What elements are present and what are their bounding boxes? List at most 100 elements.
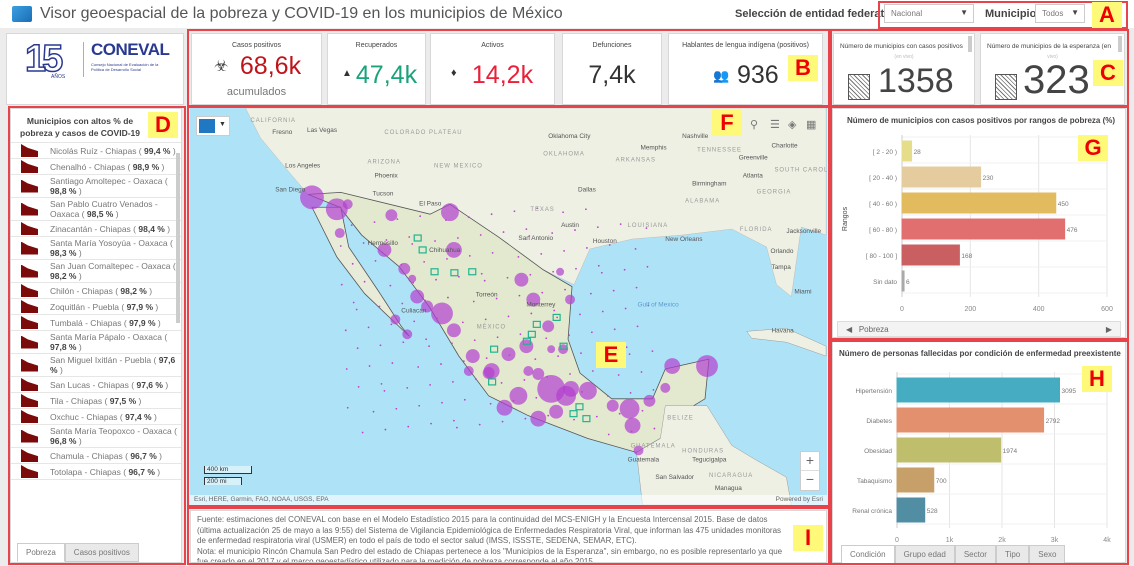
covid-cases-circle — [619, 398, 640, 419]
list-item-name: Zoquitlán - Puebla ( — [50, 301, 125, 312]
tab-grupo-edad[interactable]: Grupo edad — [894, 545, 955, 564]
esperanza-municipio-shape — [582, 415, 591, 423]
list-item[interactable]: Tumbalá - Chiapas ( 97,9 % ) — [11, 315, 181, 331]
x-tick-label: 400 — [1033, 306, 1045, 313]
map-label: Greenville — [739, 155, 768, 162]
covid-case-dot — [425, 338, 428, 341]
map-view[interactable]: CALIFORNIA Fresno Las Vegas COLORADO PLATEA… — [190, 108, 827, 505]
covid-cases-circle — [532, 368, 545, 380]
bar — [896, 437, 1002, 463]
list-item-close: ) — [78, 186, 82, 196]
chevron-right-icon[interactable]: ▶ — [1105, 325, 1112, 334]
list-item[interactable]: San Pablo Cuatro Venados - Oaxaca ( 98,5… — [11, 198, 181, 221]
list-item[interactable]: San Lucas - Chiapas ( 97,6 % ) — [11, 377, 181, 393]
list-item-text: Chilón - Chiapas ( 98,2 % ) — [50, 286, 152, 296]
list-item[interactable]: Zoquitlán - Puebla ( 97,9 % ) — [11, 299, 181, 315]
powered-by-esri[interactable]: Powered by Esri — [775, 496, 823, 503]
covid-case-dot — [547, 414, 550, 417]
chart-pobreza-panel: Número de municipios con casos positivos… — [832, 108, 1126, 338]
list-item[interactable]: Oxchuc - Chiapas ( 97,4 % ) — [11, 409, 181, 425]
covid-cases-circle — [509, 386, 528, 405]
municipio-select[interactable]: Todos ▼ — [1035, 4, 1085, 23]
attribution-bar: Esri, HERE, Garmin, FAO, NOAA, USGS, EPA… — [190, 495, 827, 505]
covid-case-dot — [483, 279, 486, 282]
esperanza-municipio-shape — [527, 330, 536, 338]
tab-tipo[interactable]: Tipo — [995, 545, 1030, 564]
kpi-title: Casos positivos — [231, 42, 282, 49]
municipio-symbol-icon — [21, 449, 38, 462]
list-scrollbar[interactable] — [176, 153, 180, 323]
esperanza-municipio-shape — [490, 345, 499, 353]
annotation-label-e: E — [596, 342, 626, 368]
covid-case-dot — [440, 363, 442, 365]
covid-case-dot — [589, 292, 592, 295]
list-item[interactable]: Santa María Yosoyúa - Oaxaca ( 98,3 % ) — [11, 237, 181, 260]
map-canvas[interactable]: CALIFORNIA Fresno Las Vegas COLORADO PLATEA… — [190, 108, 827, 505]
map-layer-button[interactable]: ▼ — [196, 116, 230, 136]
covid-cases-circle — [483, 363, 500, 379]
tab-sexo[interactable]: Sexo — [1029, 545, 1066, 564]
scrollbar[interactable] — [1118, 36, 1122, 52]
list-item[interactable]: Tila - Chiapas ( 97,5 % ) — [11, 393, 181, 409]
covid-case-dot — [474, 378, 477, 380]
search-icon[interactable]: ⚲ — [750, 119, 759, 131]
municipios-list[interactable]: Nicolás Ruíz - Chiapas ( 99,4 % ) Chenalh… — [11, 142, 181, 537]
list-item[interactable]: Nicolás Ruíz - Chiapas ( 99,4 % ) — [11, 143, 181, 159]
layers-icon[interactable]: ◈ — [788, 119, 797, 131]
chevron-left-icon[interactable]: ◀ — [846, 325, 853, 334]
list-item-pct: 98,3 % — [50, 248, 77, 258]
covid-case-dot — [552, 270, 555, 273]
covid-case-dot — [641, 409, 644, 412]
map-label: Oklahoma City — [548, 133, 591, 140]
list-item[interactable]: Santa María Pápalo - Oaxaca ( 97,8 % ) — [11, 331, 181, 354]
covid-case-dot — [607, 433, 610, 436]
list-item[interactable]: San Juan Comaltepec - Oaxaca ( 98,2 % ) — [11, 260, 181, 283]
list-item[interactable]: Zinacantán - Chiapas ( 98,4 % ) — [11, 221, 181, 237]
list-item[interactable]: Santa María Teopoxco - Oaxaca ( 96,8 % ) — [11, 425, 181, 448]
list-item-close: ) — [138, 395, 142, 406]
list-item-name: Chenalhó - Chiapas ( — [50, 161, 131, 172]
list-item-close: ) — [161, 161, 165, 172]
legend-icon[interactable]: ☰ — [770, 119, 780, 131]
map-label: Chihuahua — [429, 247, 461, 254]
map-label: ARKANSAS — [616, 158, 656, 164]
covid-cases-circle — [514, 272, 529, 287]
covid-case-dot — [558, 393, 561, 396]
covid-cases-circle — [402, 329, 413, 340]
list-item-pct: 97,5 % — [109, 395, 137, 406]
covid-case-dot — [636, 325, 639, 328]
covid-case-dot — [496, 336, 499, 339]
zoom-in-button[interactable]: + — [801, 452, 819, 471]
list-item[interactable]: Santiago Amoltepec - Oaxaca ( 98,8 % ) — [11, 175, 181, 198]
covid-case-dot — [600, 271, 603, 274]
list-item[interactable]: Chamula - Chiapas ( 96,7 % ) — [11, 448, 181, 464]
list-item-text: Santa María Pápalo - Oaxaca ( 97,8 % ) — [50, 332, 181, 352]
entity-select[interactable]: Nacional ▼ — [884, 4, 974, 23]
covid-case-dot — [645, 227, 648, 229]
entity-value: Nacional — [891, 9, 923, 18]
chart-nav-label: Pobreza — [858, 325, 889, 334]
kpi-title: Defunciones — [592, 42, 632, 49]
tab-casos-positivos[interactable]: Casos positivos — [64, 543, 139, 562]
tab-condicion[interactable]: Condición — [841, 545, 895, 564]
list-item-text: Chamula - Chiapas ( 96,7 % ) — [50, 451, 162, 461]
covid-case-dot — [357, 385, 360, 388]
list-item[interactable]: Chilón - Chiapas ( 98,2 % ) — [11, 283, 181, 299]
map-label: NEW MEXICO — [434, 164, 483, 170]
tab-sector[interactable]: Sector — [954, 545, 996, 564]
list-item[interactable]: San Miguel Ixitlán - Puebla ( 97,6 % ) — [11, 354, 181, 377]
list-item[interactable]: Totolapa - Chiapas ( 96,7 % ) — [11, 464, 181, 480]
y-tick-label: Sin dato — [873, 279, 897, 286]
basemap-gallery-icon[interactable]: ▦ — [806, 119, 817, 131]
tab-pobreza[interactable]: Pobreza — [17, 543, 65, 562]
covid-case-dot — [512, 399, 515, 402]
bar — [896, 497, 926, 523]
covid-cases-circle — [408, 274, 417, 283]
covid-cases-circle — [523, 366, 534, 376]
list-item[interactable]: Chenalhó - Chiapas ( 98,9 % ) — [11, 159, 181, 175]
covid-case-dot — [534, 358, 537, 360]
list-item-name: San Pablo Cuatro Venados - Oaxaca ( — [50, 199, 158, 219]
scrollbar[interactable] — [968, 36, 972, 52]
zoom-out-button[interactable]: − — [805, 471, 815, 487]
covid-case-dot — [628, 353, 631, 356]
